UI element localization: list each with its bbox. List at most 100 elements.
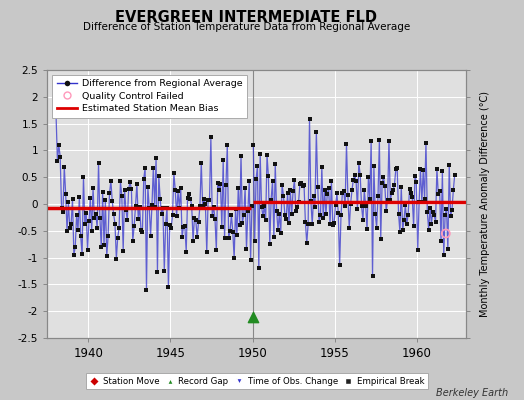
Point <box>237 152 245 159</box>
Point <box>396 229 404 235</box>
Point <box>330 220 339 226</box>
Point <box>174 188 182 195</box>
Point <box>222 182 230 188</box>
Point <box>386 197 395 203</box>
Point <box>182 248 190 255</box>
Point <box>266 240 274 247</box>
Point <box>197 159 205 166</box>
Point <box>246 257 255 263</box>
Point <box>398 227 407 233</box>
Point <box>185 191 193 197</box>
Point <box>389 187 397 193</box>
Point <box>161 220 170 227</box>
Point <box>183 194 192 201</box>
Point <box>164 284 172 290</box>
Point <box>440 252 448 258</box>
Point <box>57 205 66 211</box>
Point <box>152 155 160 161</box>
Point <box>263 152 271 158</box>
Point <box>444 246 452 252</box>
Point <box>115 225 123 231</box>
Point <box>170 170 178 177</box>
Point <box>60 164 69 170</box>
Point <box>356 172 364 178</box>
Point <box>437 238 445 244</box>
Point <box>175 205 183 211</box>
Point <box>329 222 337 228</box>
Point <box>307 198 315 204</box>
Point <box>248 313 257 320</box>
Legend: Station Move, Record Gap, Time of Obs. Change, Empirical Break: Station Move, Record Gap, Time of Obs. C… <box>86 373 428 389</box>
Point <box>429 208 437 215</box>
Point <box>239 212 248 218</box>
Point <box>308 221 316 228</box>
Text: EVERGREEN INTERMEDIATE FLD: EVERGREEN INTERMEDIATE FLD <box>115 10 377 25</box>
Point <box>390 182 399 188</box>
Point <box>430 212 439 218</box>
Point <box>309 193 318 199</box>
Point <box>153 269 161 275</box>
Point <box>411 173 419 179</box>
Point <box>66 225 74 231</box>
Point <box>294 199 303 206</box>
Point <box>172 213 181 220</box>
Point <box>93 224 101 231</box>
Point <box>107 178 115 184</box>
Point <box>393 165 401 172</box>
Point <box>82 210 91 216</box>
Point <box>199 203 207 209</box>
Point <box>311 204 319 210</box>
Point <box>340 188 348 194</box>
Point <box>426 204 434 211</box>
Point <box>78 251 86 258</box>
Point <box>160 267 169 274</box>
Point <box>395 210 403 217</box>
Point <box>179 224 188 230</box>
Point <box>159 205 167 212</box>
Point <box>88 228 96 234</box>
Point <box>137 227 145 233</box>
Point <box>427 220 435 227</box>
Point <box>190 214 199 221</box>
Point <box>94 160 103 167</box>
Point <box>100 242 108 248</box>
Point <box>335 262 344 269</box>
Point <box>289 188 297 194</box>
Point <box>422 140 430 146</box>
Point <box>75 194 83 200</box>
Point <box>81 221 89 227</box>
Point <box>226 228 234 234</box>
Point <box>373 224 381 231</box>
Point <box>252 176 260 182</box>
Point <box>245 178 254 184</box>
Point <box>121 187 129 193</box>
Point <box>156 196 165 202</box>
Point <box>139 176 148 182</box>
Point <box>166 222 174 228</box>
Point <box>104 233 112 239</box>
Point <box>300 182 308 188</box>
Point <box>424 227 433 233</box>
Point <box>134 216 143 222</box>
Point <box>96 215 104 221</box>
Point <box>228 228 237 235</box>
Point <box>130 223 138 230</box>
Point <box>355 160 363 166</box>
Point <box>215 187 223 193</box>
Point <box>333 190 341 196</box>
Point <box>135 204 144 210</box>
Point <box>249 142 257 148</box>
Point <box>178 234 187 240</box>
Point <box>233 232 241 238</box>
Point <box>327 178 335 184</box>
Point <box>344 192 352 198</box>
Point <box>216 180 225 187</box>
Point <box>438 168 446 175</box>
Point <box>196 203 204 210</box>
Point <box>433 166 441 172</box>
Point <box>362 203 370 209</box>
Point <box>441 212 449 218</box>
Point <box>128 238 137 244</box>
Point <box>320 187 329 194</box>
Point <box>146 232 155 239</box>
